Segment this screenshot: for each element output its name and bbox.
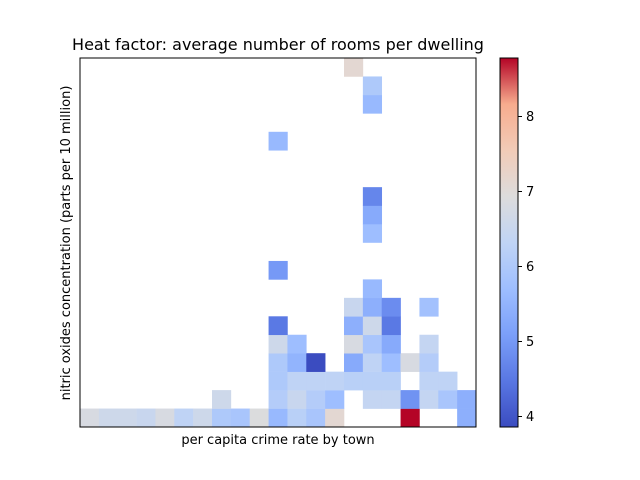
heatmap-cell — [381, 390, 401, 409]
heatmap-cell — [174, 408, 194, 428]
heatmap-cell — [268, 390, 288, 409]
heatmap-cell — [362, 224, 383, 243]
heatmap-cell — [98, 408, 119, 428]
heatmap-cell — [419, 334, 439, 354]
heatmap-cell — [287, 334, 307, 354]
heatmap-cell — [362, 187, 383, 206]
heatmap-cell — [268, 260, 288, 280]
heatmap-cell — [381, 297, 401, 317]
heatmap-cell — [344, 334, 364, 354]
heatmap-cell — [117, 408, 137, 428]
heatmap-cell — [325, 390, 345, 409]
heatmap-cell — [438, 371, 458, 391]
heatmap-cell — [306, 390, 326, 409]
plot-frame — [79, 57, 477, 428]
colorbar-tick-label: 7 — [526, 185, 534, 200]
heatmap-cell — [230, 408, 251, 428]
heatmap-cell — [306, 408, 326, 428]
heatmap-cell — [457, 390, 477, 409]
heatmap-cell — [362, 279, 383, 299]
colorbar — [499, 57, 519, 428]
x-axis-label: per capita crime rate by town — [181, 433, 374, 448]
heatmap-cell — [268, 334, 288, 354]
heatmap-cell — [362, 94, 383, 114]
heatmap-cell — [362, 76, 383, 96]
chart-title: Heat factor: average number of rooms per… — [72, 35, 484, 54]
colorbar-tick-label: 4 — [526, 410, 534, 425]
colorbar-tick-label: 5 — [526, 335, 534, 350]
heatmap-cell — [362, 371, 383, 391]
heatmap-cell — [381, 334, 401, 354]
heatmap-cell — [400, 353, 420, 372]
heatmap-cell — [268, 131, 288, 151]
heatmap-cell — [136, 408, 156, 428]
colorbar-tick-label: 8 — [526, 110, 534, 125]
heatmap-cell — [362, 334, 383, 354]
heatmap-cell — [287, 371, 307, 391]
heatmap-cell — [325, 371, 345, 391]
heatmap-cell — [438, 390, 458, 409]
heatmap-cell — [249, 408, 269, 428]
heatmap-cell — [268, 408, 288, 428]
heatmap-cell — [80, 408, 100, 428]
heatmap-cell — [287, 408, 307, 428]
heatmap-cell — [212, 390, 232, 409]
heatmap-cell — [212, 408, 232, 428]
y-axis-label: nitric oxides concentration (parts per 1… — [59, 86, 74, 401]
heatmap-cell — [287, 353, 307, 372]
heatmap-cell — [344, 371, 364, 391]
heatmap-cell — [419, 297, 439, 317]
heatmap-cell — [325, 408, 345, 428]
heatmap-cell — [362, 390, 383, 409]
heatmap-cell — [344, 316, 364, 336]
heatmap-cell — [344, 353, 364, 372]
heatmap-cell — [155, 408, 175, 428]
heatmap-cell — [457, 408, 477, 428]
heatmap-cell — [268, 316, 288, 336]
heatmap-cell — [400, 408, 420, 428]
heatmap-cell — [381, 353, 401, 372]
heatmap-cell — [287, 390, 307, 409]
heatmap-cell — [362, 316, 383, 336]
heatmap-cell — [381, 316, 401, 336]
heatmap-cell — [419, 390, 439, 409]
colorbar-tick-label: 6 — [526, 260, 534, 275]
heatmap-cell — [362, 353, 383, 372]
heatmap-cell — [344, 297, 364, 317]
colorbar-ticks: 4 5 6 7 8 — [518, 110, 534, 425]
heatmap-cell — [362, 205, 383, 225]
heatmap-cell — [268, 371, 288, 391]
heatmap-cell — [344, 58, 364, 77]
heatmap-cell — [306, 371, 326, 391]
heatmap-cell — [193, 408, 213, 428]
heatmap-cell — [362, 297, 383, 317]
heatmap-cell — [306, 353, 326, 372]
heatmap-cell — [400, 390, 420, 409]
heatmap-cell — [419, 353, 439, 372]
heatmap-cell — [381, 371, 401, 391]
heatmap-cells — [80, 58, 477, 428]
heatmap-cell — [419, 371, 439, 391]
heatmap-cell — [268, 353, 288, 372]
